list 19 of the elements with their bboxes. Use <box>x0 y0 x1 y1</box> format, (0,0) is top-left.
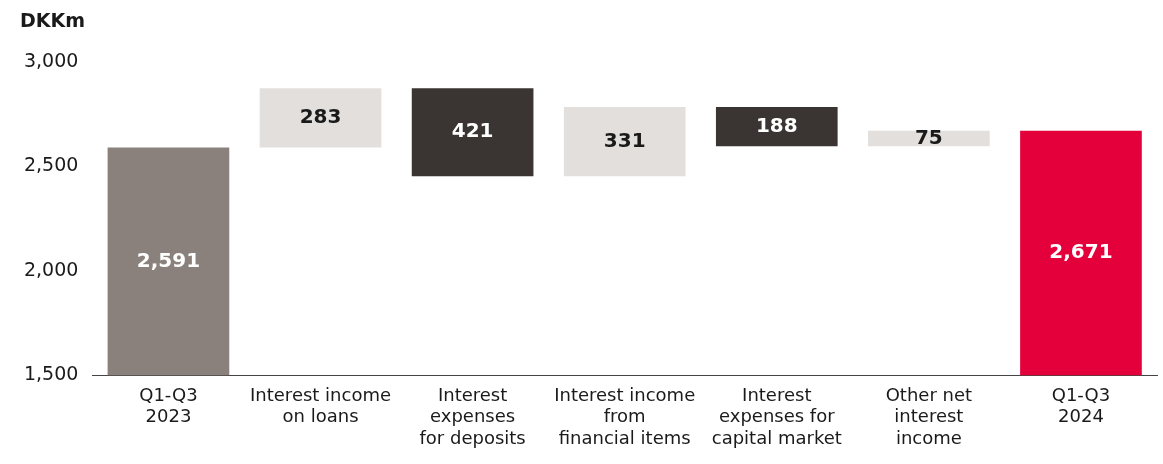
y-tick-label: 2,500 <box>23 153 79 176</box>
data-label: 2,671 <box>1049 239 1113 264</box>
y-tick-label: 1,500 <box>23 362 79 385</box>
x-tick-label: Interest income from financial items <box>554 383 696 448</box>
x-tick-label: Other net interest income <box>885 383 973 448</box>
data-label: 283 <box>299 104 342 129</box>
x-tick-label: Q1-Q3 2023 <box>139 383 198 427</box>
data-label: 75 <box>914 124 943 149</box>
x-tick-label: Interest expenses for deposits <box>419 383 526 448</box>
y-tick-label: 2,000 <box>23 257 79 280</box>
data-label: 421 <box>451 118 494 143</box>
data-label: 2,591 <box>136 247 201 272</box>
x-tick-label: Q1-Q3 2024 <box>1051 383 1111 427</box>
x-tick-label: Interest expenses for capital market <box>711 383 842 448</box>
data-label: 331 <box>603 127 646 152</box>
y-tick-label: 3,000 <box>23 48 79 71</box>
y-axis-title: DKKm <box>20 8 86 31</box>
x-tick-label: Interest income on loans <box>250 383 392 427</box>
data-label: 188 <box>755 112 798 137</box>
